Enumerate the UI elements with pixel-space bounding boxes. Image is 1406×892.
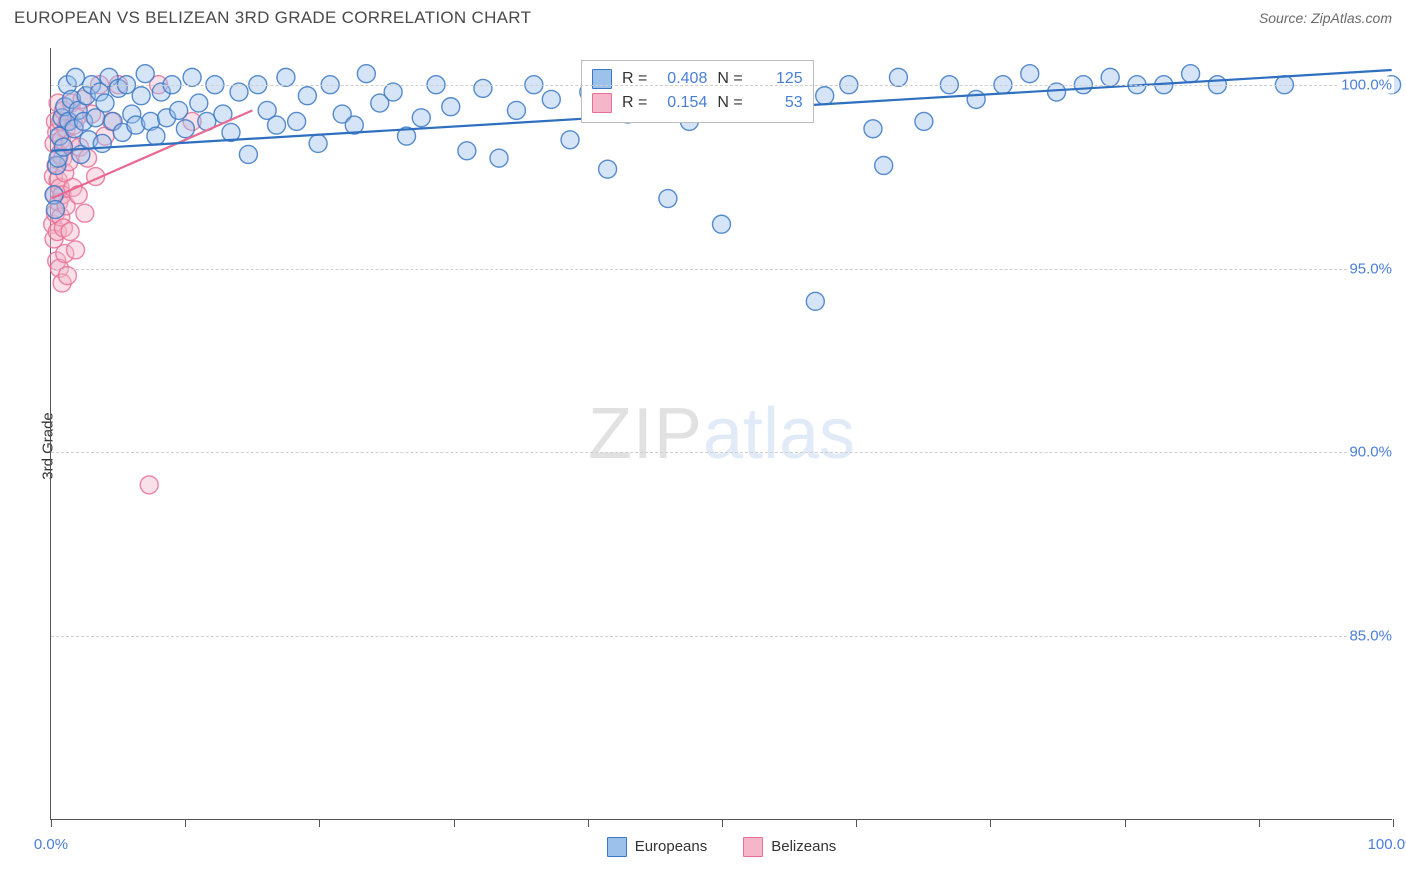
scatter-point-belizeans: [140, 476, 158, 494]
x-tick-mark: [990, 819, 991, 827]
plot-area: ZIPatlas R = 0.408 N = 125 R = 0.154 N =…: [50, 48, 1392, 820]
chart-title: EUROPEAN VS BELIZEAN 3RD GRADE CORRELATI…: [14, 8, 531, 28]
scatter-point-europeans: [1048, 83, 1066, 101]
scatter-point-europeans: [277, 68, 295, 86]
x-tick-label: 100.0%: [1368, 836, 1406, 853]
scatter-point-europeans: [1021, 65, 1039, 83]
scatter-point-europeans: [54, 138, 72, 156]
scatter-point-europeans: [384, 83, 402, 101]
scatter-point-europeans: [659, 190, 677, 208]
scatter-point-europeans: [442, 98, 460, 116]
legend-label-europeans: Europeans: [635, 838, 708, 855]
x-tick-label: 0.0%: [34, 836, 68, 853]
scatter-point-europeans: [147, 127, 165, 145]
legend-swatch-europeans: [607, 837, 627, 857]
stats-r-label-1: R =: [622, 91, 647, 115]
scatter-point-europeans: [93, 134, 111, 152]
scatter-point-europeans: [170, 101, 188, 119]
scatter-point-europeans: [239, 145, 257, 163]
legend-swatch-belizeans: [743, 837, 763, 857]
scatter-point-europeans: [713, 215, 731, 233]
legend-item-europeans: Europeans: [607, 837, 708, 857]
scatter-point-europeans: [132, 87, 150, 105]
stats-row-belizeans: R = 0.154 N = 53: [592, 91, 803, 115]
scatter-point-europeans: [1101, 68, 1119, 86]
scatter-point-europeans: [183, 68, 201, 86]
scatter-point-europeans: [458, 142, 476, 160]
x-tick-mark: [1393, 819, 1394, 827]
scatter-point-europeans: [507, 101, 525, 119]
gridline: [51, 85, 1392, 86]
stats-n-label-1: N =: [717, 91, 742, 115]
gridline: [51, 269, 1392, 270]
stats-n-value-0: 125: [753, 67, 803, 91]
plot-svg: [51, 48, 1392, 819]
legend: Europeans Belizeans: [51, 837, 1392, 857]
stats-r-value-0: 0.408: [657, 67, 707, 91]
scatter-point-europeans: [176, 120, 194, 138]
stats-r-value-1: 0.154: [657, 91, 707, 115]
x-tick-mark: [454, 819, 455, 827]
scatter-point-europeans: [864, 120, 882, 138]
gridline: [51, 452, 1392, 453]
y-tick-label: 100.0%: [1339, 76, 1394, 93]
stats-n-label-0: N =: [717, 67, 742, 91]
scatter-point-europeans: [599, 160, 617, 178]
scatter-point-europeans: [889, 68, 907, 86]
x-tick-mark: [1125, 819, 1126, 827]
chart-source: Source: ZipAtlas.com: [1259, 10, 1392, 26]
scatter-point-belizeans: [67, 241, 85, 259]
scatter-point-europeans: [298, 87, 316, 105]
scatter-point-belizeans: [76, 204, 94, 222]
scatter-point-europeans: [190, 94, 208, 112]
x-tick-mark: [1259, 819, 1260, 827]
legend-item-belizeans: Belizeans: [743, 837, 836, 857]
scatter-point-europeans: [268, 116, 286, 134]
scatter-point-europeans: [490, 149, 508, 167]
stats-r-label-0: R =: [622, 67, 647, 91]
stats-swatch-belizeans: [592, 93, 612, 113]
scatter-point-europeans: [46, 201, 64, 219]
scatter-point-belizeans: [61, 223, 79, 241]
scatter-point-europeans: [67, 68, 85, 86]
scatter-point-europeans: [1182, 65, 1200, 83]
gridline: [51, 636, 1392, 637]
y-tick-label: 95.0%: [1347, 260, 1394, 277]
scatter-point-europeans: [561, 131, 579, 149]
legend-label-belizeans: Belizeans: [771, 838, 836, 855]
scatter-point-europeans: [875, 156, 893, 174]
scatter-point-europeans: [136, 65, 154, 83]
scatter-point-europeans: [816, 87, 834, 105]
x-tick-mark: [722, 819, 723, 827]
scatter-point-europeans: [412, 109, 430, 127]
scatter-point-europeans: [288, 112, 306, 130]
stats-n-value-1: 53: [753, 91, 803, 115]
scatter-point-europeans: [357, 65, 375, 83]
x-tick-mark: [319, 819, 320, 827]
scatter-point-europeans: [230, 83, 248, 101]
x-tick-mark: [856, 819, 857, 827]
scatter-point-europeans: [967, 90, 985, 108]
scatter-point-europeans: [915, 112, 933, 130]
scatter-point-europeans: [309, 134, 327, 152]
stats-swatch-europeans: [592, 69, 612, 89]
y-tick-label: 85.0%: [1347, 628, 1394, 645]
scatter-point-europeans: [474, 79, 492, 97]
stats-box: R = 0.408 N = 125 R = 0.154 N = 53: [581, 60, 814, 123]
y-tick-label: 90.0%: [1347, 444, 1394, 461]
x-tick-mark: [51, 819, 52, 827]
scatter-point-europeans: [806, 292, 824, 310]
scatter-point-europeans: [96, 94, 114, 112]
chart-header: EUROPEAN VS BELIZEAN 3RD GRADE CORRELATI…: [0, 0, 1406, 34]
scatter-point-europeans: [542, 90, 560, 108]
stats-row-europeans: R = 0.408 N = 125: [592, 67, 803, 91]
x-tick-mark: [588, 819, 589, 827]
x-tick-mark: [185, 819, 186, 827]
